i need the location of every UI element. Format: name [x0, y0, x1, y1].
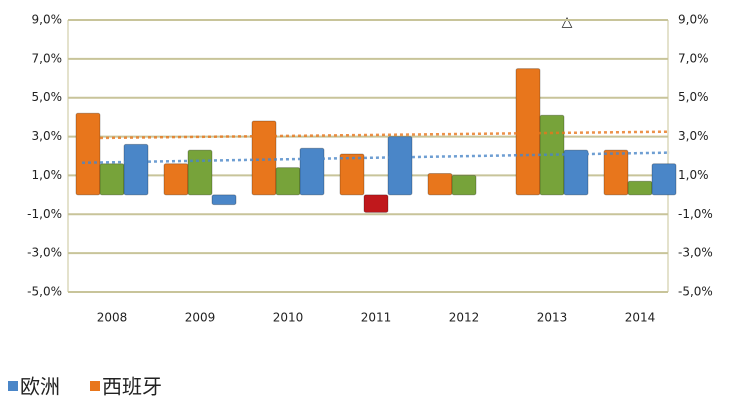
- y-tick-label: 9,0%: [32, 13, 63, 27]
- trendline: [81, 151, 671, 165]
- bar: [187, 149, 213, 196]
- bar: [75, 112, 101, 196]
- y-tick-label: 3,0%: [32, 129, 63, 143]
- y2-tick-label: -1,0%: [678, 207, 713, 221]
- annotation: △: [562, 14, 573, 30]
- y2-tick-label: 3,0%: [678, 129, 709, 143]
- y2-tick-label: 9,0%: [678, 13, 709, 27]
- y-tick-label: 5,0%: [32, 90, 63, 104]
- x-tick-label: 2008: [97, 311, 128, 325]
- x-tick-label: 2010: [273, 311, 304, 325]
- bar: [163, 163, 189, 196]
- bar: [603, 149, 629, 196]
- y2-tick-label: -3,0%: [678, 246, 713, 260]
- y2-tick-label: -5,0%: [678, 285, 713, 299]
- bar: [563, 149, 589, 196]
- trendline: [81, 130, 671, 140]
- x-tick-label: 2012: [449, 311, 480, 325]
- bar: [211, 194, 237, 206]
- legend-swatch: [90, 381, 100, 391]
- legend-label: 欧洲: [20, 375, 60, 399]
- legend-label: 西班牙: [102, 375, 162, 399]
- legend-swatch: [8, 381, 18, 391]
- y-tick-label: -1,0%: [27, 207, 62, 221]
- bar: [427, 172, 453, 196]
- x-tick-label: 2013: [537, 311, 568, 325]
- y2-tick-label: 7,0%: [678, 51, 709, 65]
- y2-tick-label: 5,0%: [678, 90, 709, 104]
- bar: [651, 163, 677, 196]
- x-tick-label: 2014: [625, 311, 656, 325]
- bar: [299, 147, 325, 196]
- bar: [451, 174, 477, 196]
- x-tick-label: 2009: [185, 311, 216, 325]
- y-tick-label: -5,0%: [27, 285, 62, 299]
- x-tick-label: 2011: [361, 311, 392, 325]
- y-tick-label: 1,0%: [32, 168, 63, 182]
- bar: [339, 153, 365, 196]
- bar: [515, 68, 541, 196]
- bar: [99, 163, 125, 196]
- bar: [363, 194, 389, 213]
- y2-tick-label: 1,0%: [678, 168, 709, 182]
- y-tick-label: -3,0%: [27, 246, 62, 260]
- bar: [123, 143, 149, 196]
- bar: [627, 180, 653, 196]
- bar: [251, 120, 277, 196]
- bar: [275, 167, 301, 196]
- y-tick-label: 7,0%: [32, 51, 63, 65]
- bar: [387, 136, 413, 196]
